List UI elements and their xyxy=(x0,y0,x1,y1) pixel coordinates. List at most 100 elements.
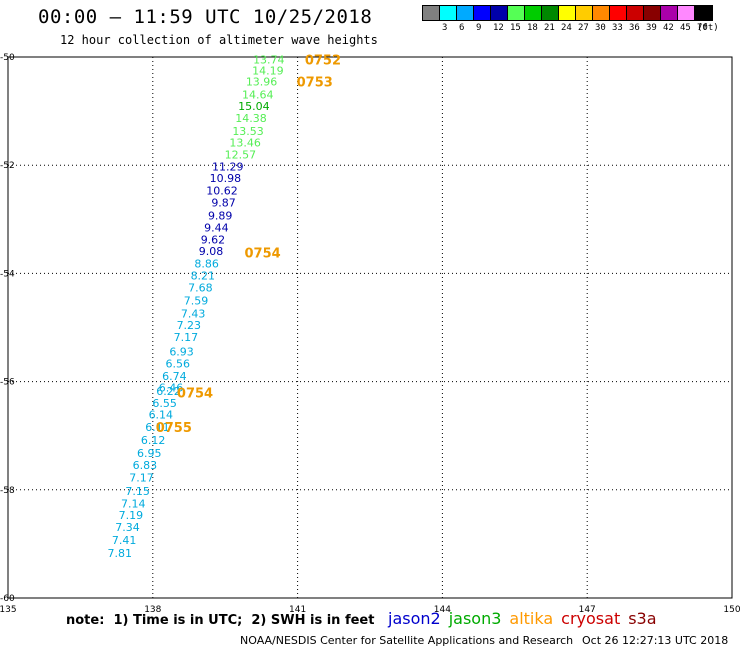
swh-value-label: 6.11 xyxy=(145,421,170,434)
swh-value-label: 14.19 xyxy=(252,65,284,78)
page-subtitle: 12 hour collection of altimeter wave hei… xyxy=(60,33,378,47)
legend-swatch xyxy=(474,6,491,20)
legend-swatch xyxy=(678,6,695,20)
legend-unit: (ft) xyxy=(697,23,719,33)
swh-value-label: 14.38 xyxy=(235,112,267,125)
swh-value-label: 9.87 xyxy=(211,197,236,210)
legend-swatch xyxy=(610,6,627,20)
legend-swatch xyxy=(457,6,474,20)
legend-label: 18 xyxy=(527,23,538,33)
swh-value-label: 13.53 xyxy=(232,125,264,138)
legend-swatches xyxy=(422,5,713,21)
swh-value-label: 13.74 xyxy=(253,54,285,67)
legend-swatch xyxy=(593,6,610,20)
satellite-label: cryosat xyxy=(561,609,621,628)
swh-value-label: 6.46 xyxy=(159,382,184,395)
legend-label: 27 xyxy=(578,23,589,33)
legend-label: 70 xyxy=(697,23,708,33)
swh-value-label: 6.56 xyxy=(165,358,190,371)
legend-label: 45 xyxy=(680,23,691,33)
credit-text: NOAA/NESDIS Center for Satellite Applica… xyxy=(240,634,574,647)
y-tick-label: -52 xyxy=(0,161,15,171)
legend-label: 6 xyxy=(459,23,465,33)
page-title: 00:00 – 11:59 UTC 10/25/2018 xyxy=(38,6,373,28)
legend-label: 12 xyxy=(493,23,504,33)
swh-value-label: 6.93 xyxy=(169,345,194,358)
swh-value-label: 7.43 xyxy=(181,307,206,320)
legend-label: 9 xyxy=(476,23,482,33)
legend-swatch xyxy=(644,6,661,20)
satellite-legend: jason2 jason3 altika cryosat s3a xyxy=(388,609,665,628)
legend-label: 21 xyxy=(544,23,555,33)
swh-value-label: 6.83 xyxy=(133,459,158,472)
swh-value-label: 9.44 xyxy=(204,221,229,234)
legend-label: 3 xyxy=(442,23,448,33)
satellite-label: altika xyxy=(509,609,554,628)
swh-value-label: 13.46 xyxy=(229,136,261,149)
satellite-label: jason3 xyxy=(448,609,502,628)
swh-value-label: 12.57 xyxy=(225,148,257,161)
time-label: 0752 xyxy=(305,54,341,69)
swh-value-label: 6.95 xyxy=(137,447,162,460)
swh-value-label: 13.96 xyxy=(246,75,278,88)
swh-value-label: 9.89 xyxy=(208,210,233,223)
legend-swatch xyxy=(423,6,440,20)
x-tick-label: 135 xyxy=(0,605,17,615)
y-tick-label: -56 xyxy=(0,378,15,388)
legend-swatch xyxy=(542,6,559,20)
legend-swatch xyxy=(695,6,712,20)
time-label: 0754 xyxy=(245,246,281,261)
legend-labels: 3 6 9 12 15 18 21 24 27 30 33 36 39 42 45 70 (ft) xyxy=(422,23,719,37)
legend-swatch xyxy=(627,6,644,20)
legend-label: 39 xyxy=(646,23,657,33)
legend-label: 24 xyxy=(561,23,572,33)
swh-value-label: 10.98 xyxy=(210,172,242,185)
swh-value-label: 7.17 xyxy=(129,471,154,484)
swh-value-label: 9.08 xyxy=(199,245,224,258)
swh-value-label: 7.34 xyxy=(115,521,140,534)
footer-note: note: 1) Time is in UTC; 2) SWH is in fe… xyxy=(66,613,375,628)
legend-swatch xyxy=(525,6,542,20)
swh-value-label: 6.74 xyxy=(162,370,187,383)
y-tick-label: -58 xyxy=(0,486,15,496)
x-tick-label: 141 xyxy=(289,605,306,615)
legend-swatch xyxy=(508,6,525,20)
legend-swatch xyxy=(440,6,457,20)
plot-frame xyxy=(7,56,733,599)
swh-value-label: 6.22 xyxy=(156,385,181,398)
swh-value-label: 10.62 xyxy=(206,185,238,198)
legend-swatch xyxy=(559,6,576,20)
time-label: 0754 xyxy=(177,386,213,401)
time-label: 0753 xyxy=(297,75,333,90)
swh-value-label: 8.86 xyxy=(194,258,219,271)
swh-value-label: 6.55 xyxy=(152,397,177,410)
y-tick-label: -60 xyxy=(0,594,15,604)
swh-value-label: 7.19 xyxy=(119,509,144,522)
swh-value-label: 9.62 xyxy=(201,233,226,246)
swh-value-label: 11.29 xyxy=(212,160,244,173)
legend-swatch xyxy=(576,6,593,20)
swh-value-label: 7.15 xyxy=(125,485,150,498)
swh-value-label: 6.12 xyxy=(141,434,166,447)
swh-value-label: 14.64 xyxy=(242,88,274,101)
swh-value-label: 6.14 xyxy=(149,409,174,422)
swh-value-label: 15.04 xyxy=(238,100,270,113)
y-tick-label: -54 xyxy=(0,269,15,279)
swh-value-label: 7.59 xyxy=(184,294,209,307)
swh-value-label: 7.81 xyxy=(108,547,133,560)
legend-swatch xyxy=(661,6,678,20)
x-tick-label: 138 xyxy=(144,605,161,615)
x-tick-label: 144 xyxy=(434,605,451,615)
y-tick-label: -50 xyxy=(0,53,15,63)
swh-value-label: 7.23 xyxy=(177,319,202,332)
legend-label: 30 xyxy=(595,23,606,33)
swh-value-label: 7.41 xyxy=(112,534,137,547)
swh-value-label: 7.68 xyxy=(188,281,213,294)
swh-value-label: 7.17 xyxy=(174,331,199,344)
legend-label: 42 xyxy=(663,23,674,33)
swh-value-label: 8.21 xyxy=(191,270,216,283)
legend-label: 33 xyxy=(612,23,623,33)
satellite-label: jason2 xyxy=(388,609,441,628)
x-tick-label: 147 xyxy=(579,605,596,615)
